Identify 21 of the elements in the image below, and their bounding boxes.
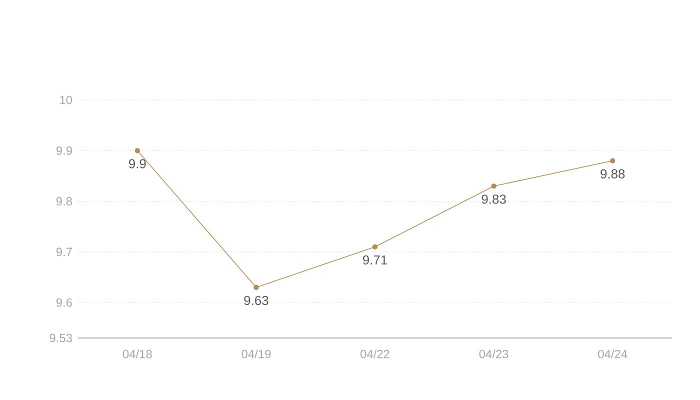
y-tick-label: 9.9 bbox=[56, 146, 72, 155]
data-label: 9.71 bbox=[363, 255, 387, 265]
x-tick-label: 04/18 bbox=[122, 350, 152, 358]
y-tick-label: 9.7 bbox=[56, 248, 72, 256]
point bbox=[610, 158, 616, 164]
y-tick-label: 9.8 bbox=[56, 197, 72, 206]
data-label: 9.63 bbox=[244, 296, 268, 306]
y-tick-label: 9.6 bbox=[56, 298, 72, 307]
y-tick-label: 10 bbox=[60, 96, 72, 104]
data-label: 9.88 bbox=[600, 169, 625, 178]
x-tick-label: 04/24 bbox=[598, 350, 628, 358]
data-label: 9.83 bbox=[482, 194, 506, 204]
point bbox=[372, 244, 378, 250]
x-tick-label: 04/19 bbox=[242, 350, 271, 358]
point bbox=[134, 148, 140, 154]
y-tick-label: 9.53 bbox=[50, 334, 72, 342]
point bbox=[491, 183, 496, 189]
x-tick-label: 04/23 bbox=[479, 350, 508, 358]
data-label: 9.9 bbox=[129, 159, 146, 168]
x-tick-label: 04/22 bbox=[360, 350, 390, 358]
point bbox=[254, 284, 259, 290]
